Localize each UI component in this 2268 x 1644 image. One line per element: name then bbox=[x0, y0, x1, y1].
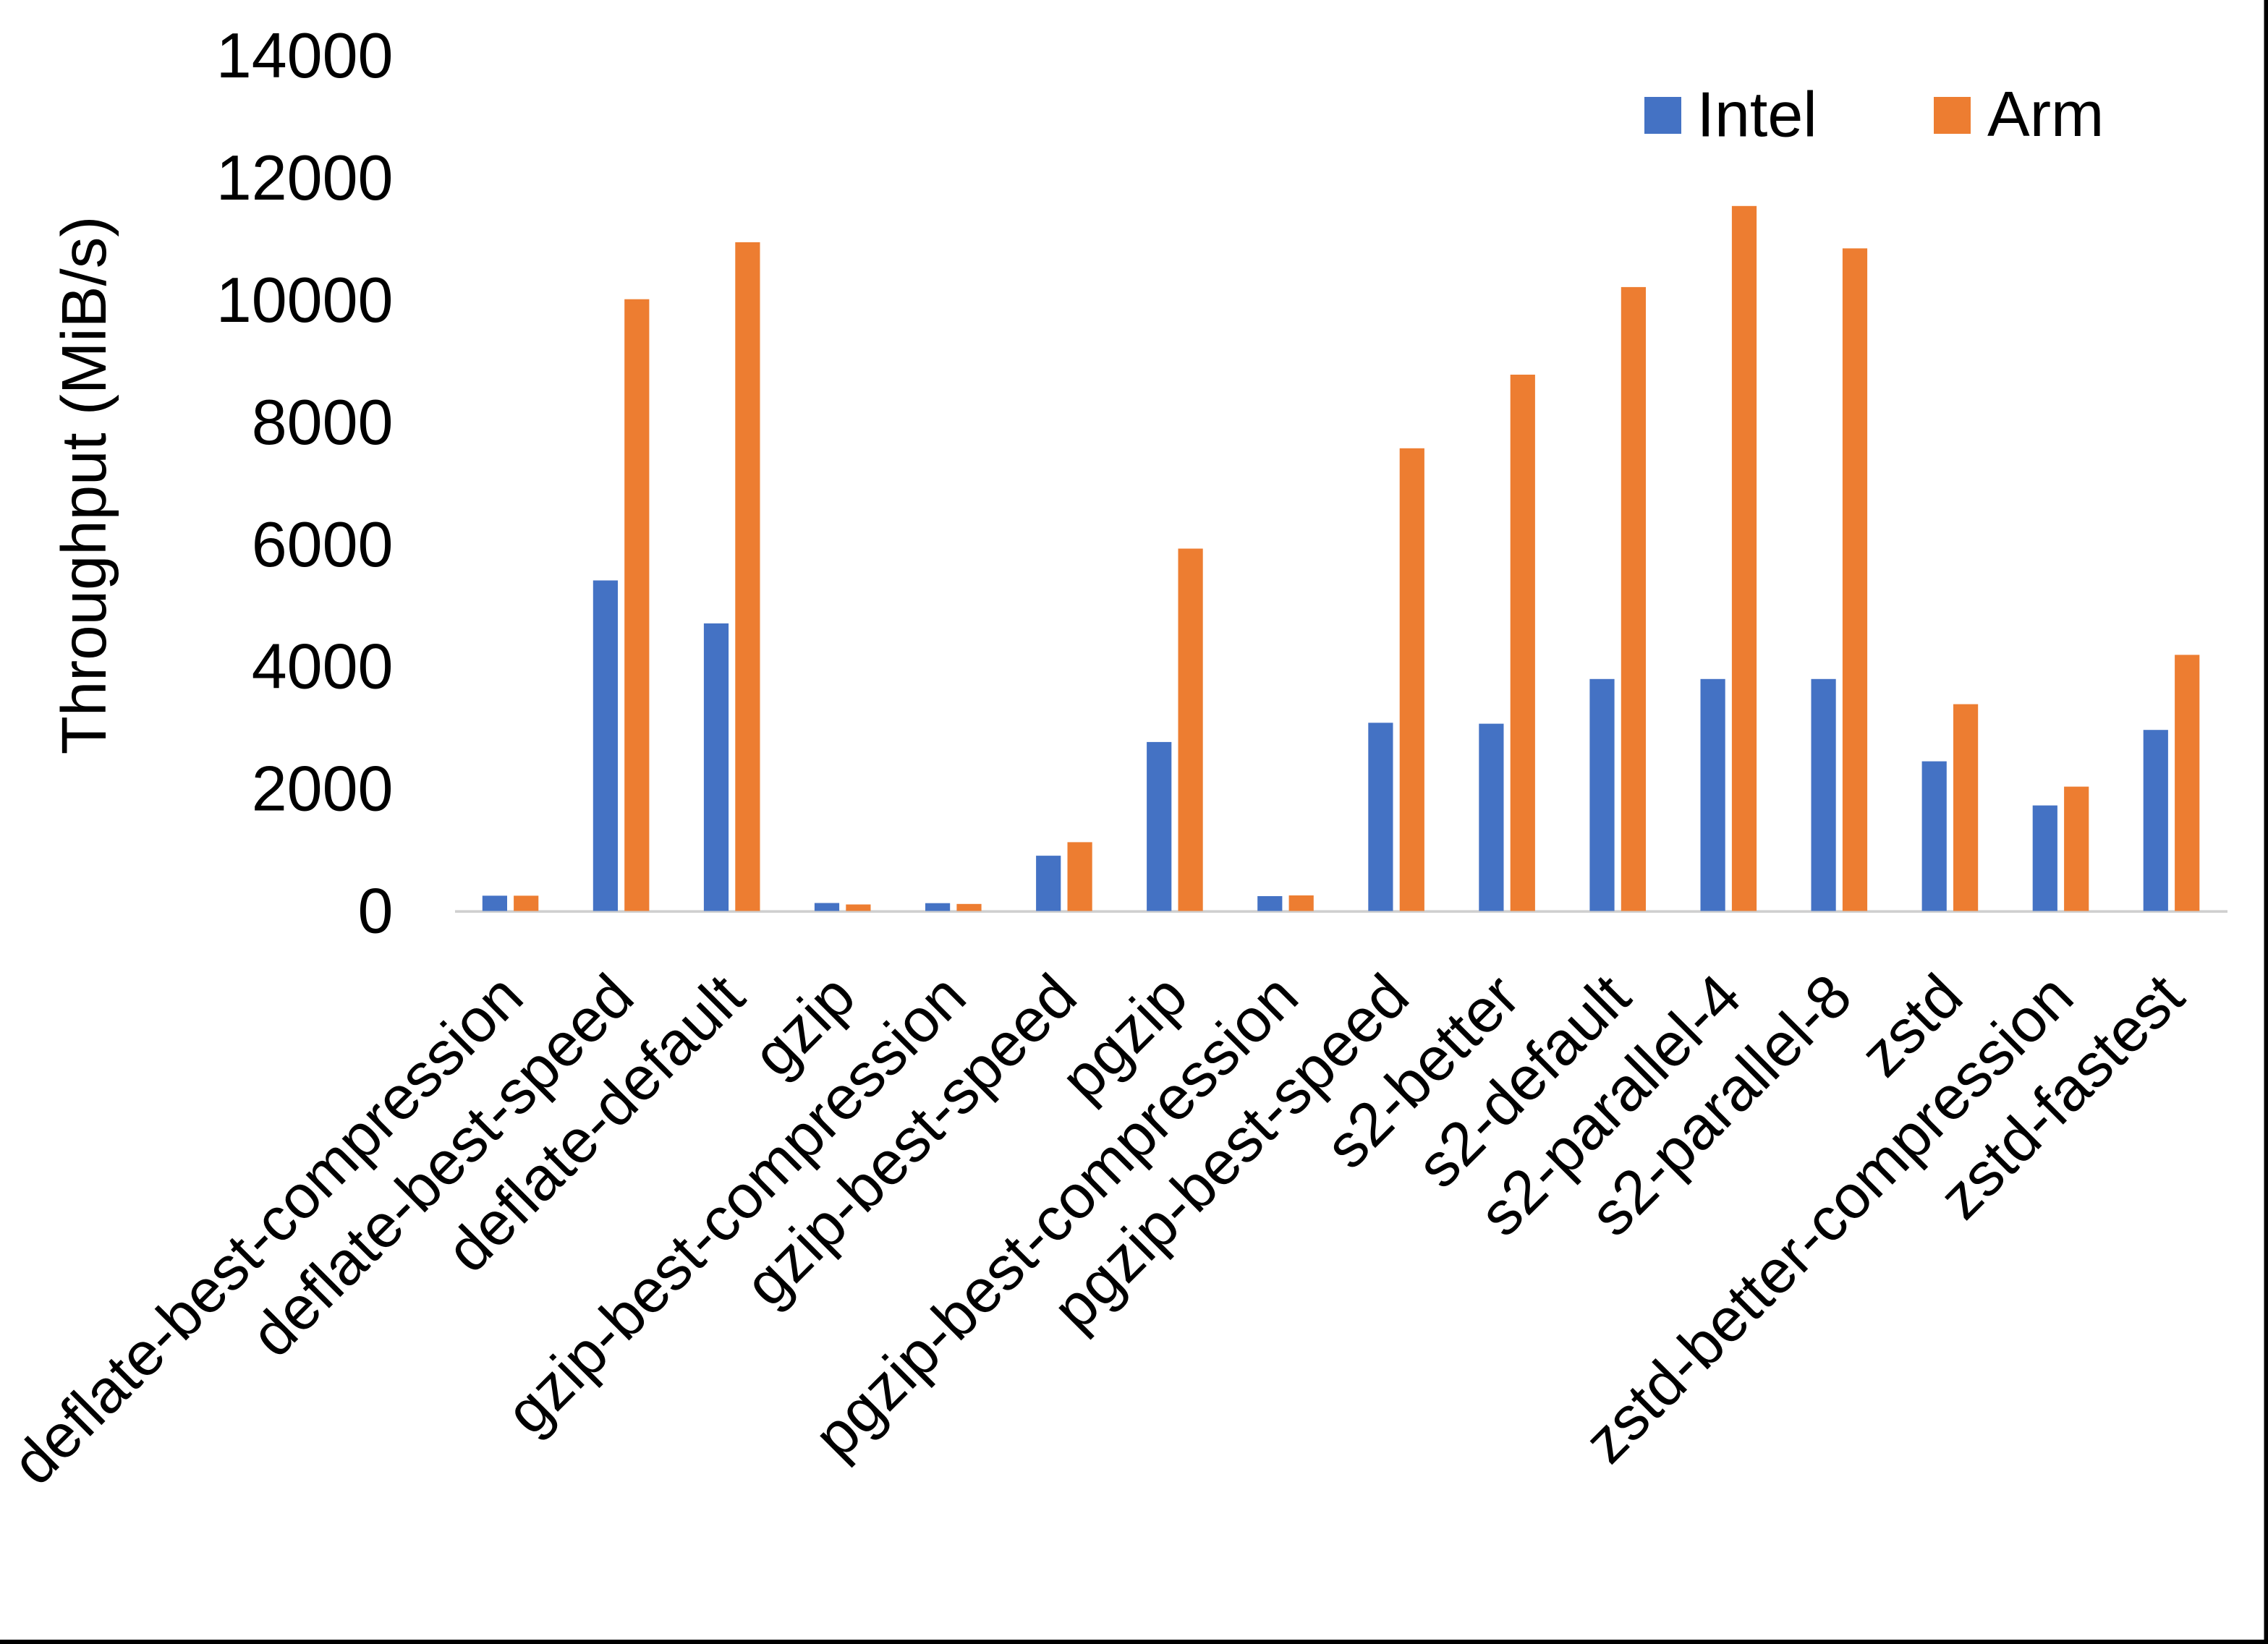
svg-text:6000: 6000 bbox=[252, 508, 394, 580]
svg-text:0: 0 bbox=[358, 875, 394, 947]
svg-text:8000: 8000 bbox=[252, 386, 394, 458]
svg-text:2000: 2000 bbox=[252, 753, 394, 825]
svg-text:Intel: Intel bbox=[1697, 79, 1817, 150]
svg-text:Arm: Arm bbox=[1987, 78, 2104, 150]
svg-text:Throughput (MiB/s): Throughput (MiB/s) bbox=[49, 216, 119, 755]
svg-text:12000: 12000 bbox=[216, 142, 394, 213]
svg-text:4000: 4000 bbox=[252, 631, 394, 702]
svg-text:14000: 14000 bbox=[216, 20, 394, 91]
svg-text:10000: 10000 bbox=[216, 264, 394, 336]
